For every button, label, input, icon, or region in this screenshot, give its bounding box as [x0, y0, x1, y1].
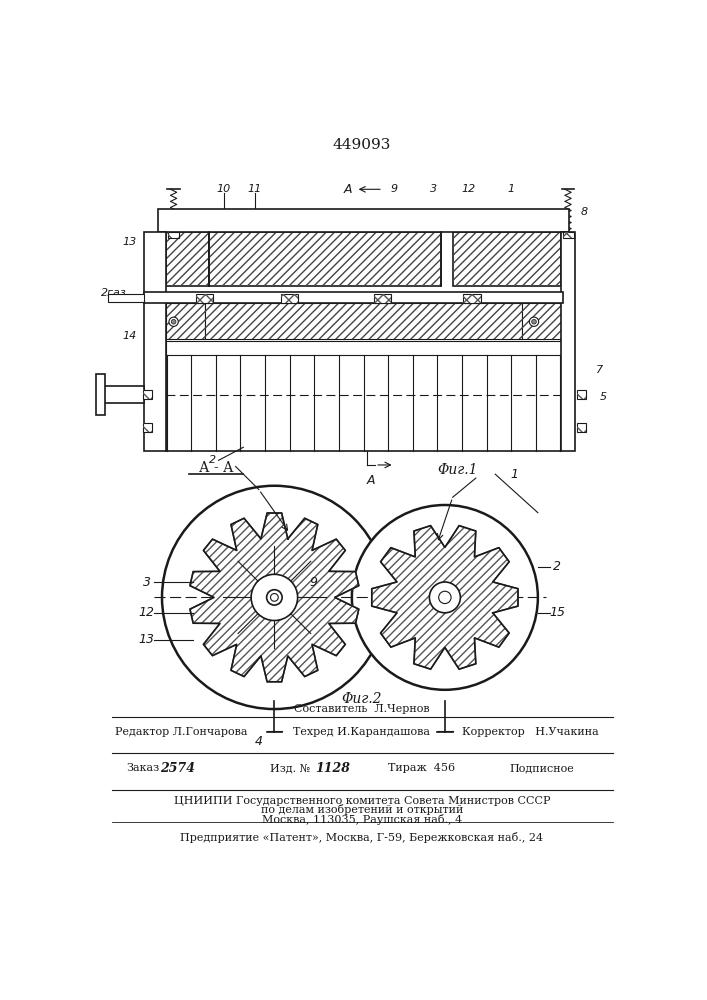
Circle shape	[438, 591, 451, 604]
Bar	[168, 232, 179, 238]
Text: 1: 1	[510, 468, 519, 481]
Polygon shape	[190, 513, 358, 682]
Text: 13: 13	[139, 633, 155, 646]
Bar	[452, 232, 561, 286]
Bar	[166, 303, 204, 339]
Bar	[374, 294, 392, 303]
Bar	[577, 390, 586, 399]
Text: 2574: 2574	[160, 762, 195, 775]
Bar	[464, 294, 481, 303]
Text: 8: 8	[581, 207, 588, 217]
Text: Техред И.Карандашова: Техред И.Карандашова	[293, 727, 431, 737]
Circle shape	[267, 590, 282, 605]
Text: Предприятие «Патент», Москва, Г-59, Бережковская наб., 24: Предприятие «Патент», Москва, Г-59, Бере…	[180, 832, 544, 843]
Bar	[374, 294, 392, 303]
Text: 12: 12	[139, 606, 155, 619]
Bar	[209, 232, 441, 286]
Text: 13: 13	[122, 237, 136, 247]
Text: 11: 11	[248, 184, 262, 194]
Bar	[96, 374, 105, 415]
Text: Москва, 113035, Раушская наб., 4: Москва, 113035, Раушская наб., 4	[262, 814, 462, 825]
Circle shape	[530, 317, 539, 326]
Text: Φиг.2: Φиг.2	[341, 692, 382, 706]
Text: 9: 9	[309, 576, 317, 588]
Text: Тираж  456: Тираж 456	[388, 763, 455, 773]
Bar	[464, 294, 481, 303]
Bar	[166, 232, 209, 286]
Bar	[577, 423, 586, 432]
Text: 10: 10	[217, 184, 231, 194]
Bar	[577, 390, 586, 399]
Bar	[168, 232, 179, 238]
Bar	[107, 294, 144, 302]
Circle shape	[352, 505, 538, 690]
Circle shape	[429, 582, 460, 613]
Circle shape	[251, 574, 298, 620]
Bar	[144, 232, 166, 451]
Bar	[577, 423, 586, 432]
Bar	[143, 390, 152, 399]
Text: 1128: 1128	[315, 762, 350, 775]
Bar	[281, 294, 298, 303]
Bar	[522, 303, 561, 339]
Circle shape	[532, 319, 537, 324]
Bar	[196, 294, 213, 303]
Bar	[561, 232, 575, 451]
Text: Заказ: Заказ	[126, 763, 159, 773]
Text: ЦНИИПИ Государственного комитета Совета Министров СССР: ЦНИИПИ Государственного комитета Совета …	[174, 796, 550, 806]
Text: 12: 12	[461, 184, 475, 194]
Bar	[204, 303, 522, 339]
Bar	[143, 423, 152, 432]
Bar	[522, 303, 561, 339]
Text: 3: 3	[143, 576, 151, 588]
Polygon shape	[372, 526, 518, 669]
Text: Составитель  Л.Чернов: Составитель Л.Чернов	[294, 704, 430, 714]
Bar	[281, 294, 298, 303]
Bar	[204, 303, 522, 339]
Circle shape	[171, 319, 176, 324]
Text: 14: 14	[122, 331, 136, 341]
Text: 15: 15	[549, 606, 566, 619]
Bar	[166, 339, 561, 451]
Text: 4: 4	[255, 735, 263, 748]
Bar	[563, 232, 573, 238]
Bar	[143, 423, 152, 432]
Text: 2газ: 2газ	[101, 288, 127, 298]
Bar	[452, 232, 561, 286]
Text: Изд. №: Изд. №	[270, 763, 310, 773]
Circle shape	[169, 317, 178, 326]
Circle shape	[271, 594, 279, 601]
Bar	[196, 294, 213, 303]
Text: Φиг.1: Φиг.1	[437, 463, 478, 477]
Text: по делам изобретений и открытий: по делам изобретений и открытий	[261, 804, 463, 815]
Bar	[143, 390, 152, 399]
Bar	[158, 209, 569, 232]
Text: 2: 2	[209, 455, 216, 465]
Circle shape	[162, 486, 387, 709]
Bar	[563, 232, 573, 238]
Bar	[103, 386, 144, 403]
Text: 1: 1	[507, 184, 514, 194]
Text: 5: 5	[600, 392, 607, 402]
Text: 2: 2	[554, 560, 561, 573]
Text: А: А	[367, 474, 375, 487]
Text: Корректор   Н.Учакина: Корректор Н.Учакина	[462, 727, 599, 737]
Bar	[166, 232, 209, 286]
Text: 9: 9	[391, 184, 398, 194]
Bar	[144, 292, 563, 303]
Text: А - А: А - А	[199, 461, 233, 475]
Text: 449093: 449093	[333, 138, 391, 152]
Text: 7: 7	[596, 365, 603, 375]
Bar	[209, 232, 441, 286]
Text: Редактор Л.Гончарова: Редактор Л.Гончарова	[115, 727, 247, 737]
Text: Подписное: Подписное	[509, 763, 574, 773]
Bar	[166, 341, 561, 355]
Bar	[166, 303, 204, 339]
Text: 3: 3	[430, 184, 437, 194]
Text: А: А	[344, 183, 352, 196]
Text: 6: 6	[108, 395, 115, 405]
